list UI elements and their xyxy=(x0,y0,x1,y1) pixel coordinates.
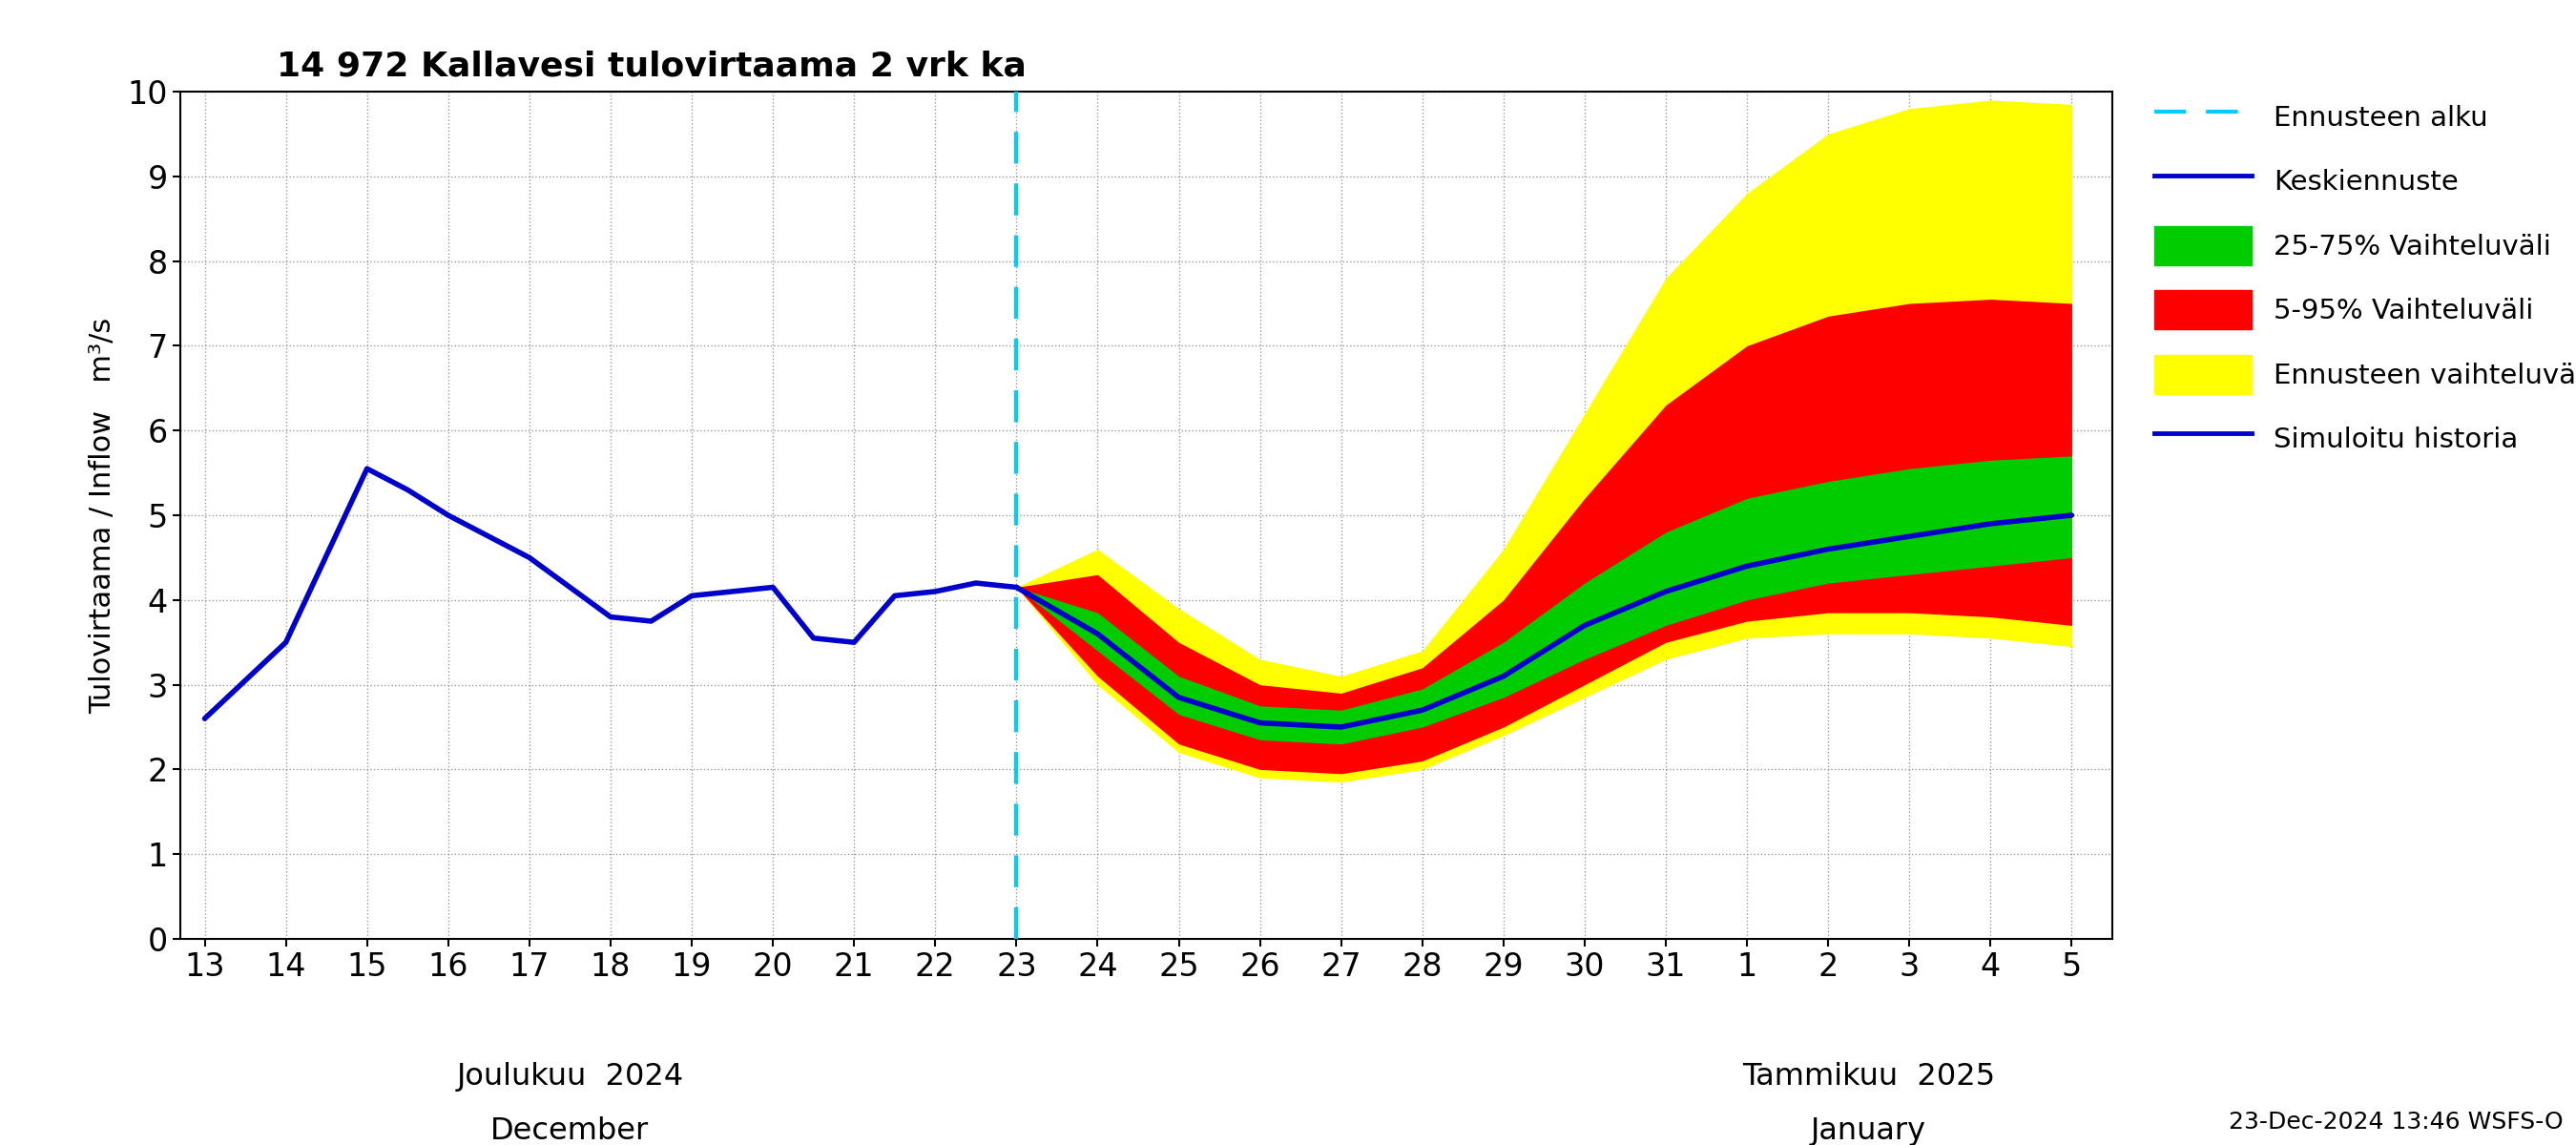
Text: December: December xyxy=(489,1116,649,1145)
Text: Joulukuu  2024: Joulukuu 2024 xyxy=(456,1061,683,1091)
Text: 14 972 Kallavesi tulovirtaama 2 vrk ka: 14 972 Kallavesi tulovirtaama 2 vrk ka xyxy=(278,50,1028,82)
Y-axis label: Tulovirtaama / Inflow   m³/s: Tulovirtaama / Inflow m³/s xyxy=(90,317,116,713)
Legend: Ennusteen alku, Keskiennuste, 25-75% Vaihteluväli, 5-95% Vaihteluväli, Ennusteen: Ennusteen alku, Keskiennuste, 25-75% Vai… xyxy=(2146,88,2576,467)
Text: January: January xyxy=(1811,1116,1927,1145)
Text: 23-Dec-2024 13:46 WSFS-O: 23-Dec-2024 13:46 WSFS-O xyxy=(2228,1111,2563,1134)
Text: Tammikuu  2025: Tammikuu 2025 xyxy=(1741,1061,1996,1091)
